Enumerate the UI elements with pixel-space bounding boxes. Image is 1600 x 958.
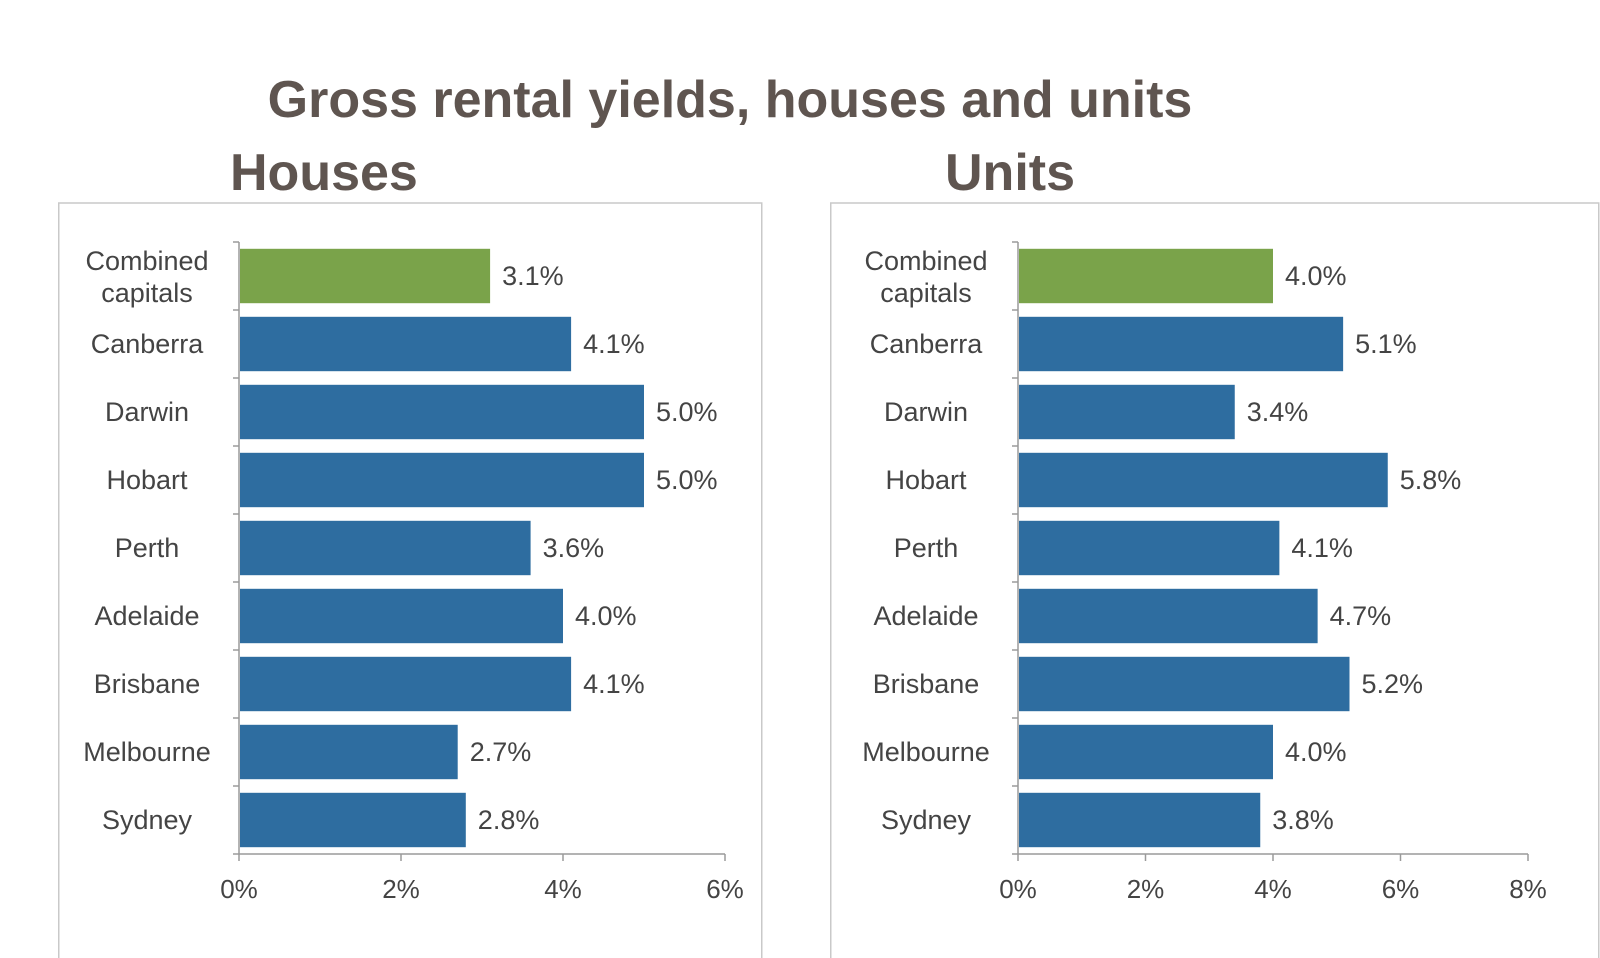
units-category-label: Melbourne (862, 737, 990, 767)
units-category-label: Sydney (881, 805, 972, 835)
chart-main-title: Gross rental yields, houses and units (267, 71, 1193, 129)
houses-data-label: 2.7% (470, 737, 532, 767)
units-bar (1019, 452, 1388, 508)
houses-data-label: 4.0% (575, 601, 637, 631)
houses-bar (240, 724, 458, 780)
units-category-label: Perth (894, 533, 959, 563)
houses-bar (240, 384, 644, 440)
units-bar (1019, 792, 1261, 848)
units-x-tick-label: 8% (1509, 874, 1547, 904)
houses-category-label: Combined capitals (85, 246, 208, 308)
units-x-tick-label: 6% (1382, 874, 1420, 904)
units-bar (1019, 588, 1318, 644)
houses-bar (240, 656, 572, 712)
houses-bar (240, 520, 531, 576)
units-data-label: 4.7% (1330, 601, 1392, 631)
houses-plot-frame (58, 202, 763, 958)
houses-x-tick-label: 0% (220, 874, 258, 904)
units-bar (1019, 248, 1273, 304)
units-category-label: Canberra (870, 329, 984, 359)
units-category-label: Adelaide (873, 601, 978, 631)
units-data-label: 5.2% (1362, 669, 1424, 699)
units-bar-chart: 0% 2% 4% 6% 8% 4.0% Combined capitals 5.1% Canber… (830, 202, 1600, 958)
units-bar (1019, 520, 1280, 576)
units-x-tick-label: 2% (1127, 874, 1165, 904)
units-category-label: Darwin (884, 397, 968, 427)
units-category-label: Hobart (885, 465, 967, 495)
houses-category-label: Canberra (91, 329, 205, 359)
houses-data-label: 4.1% (583, 329, 645, 359)
houses-category-label: Sydney (102, 805, 193, 835)
houses-x-tick-label: 2% (382, 874, 420, 904)
units-data-label: 4.1% (1291, 533, 1353, 563)
houses-category-label: Hobart (106, 465, 188, 495)
houses-category-label: Adelaide (94, 601, 199, 631)
units-panel-title: Units (945, 144, 1075, 202)
units-plot-frame (830, 202, 1600, 958)
units-data-label: 5.1% (1355, 329, 1417, 359)
houses-panel-title: Houses (230, 144, 418, 202)
units-data-label: 4.0% (1285, 737, 1347, 767)
units-x-tick-label: 4% (1254, 874, 1292, 904)
units-data-label: 3.8% (1272, 805, 1334, 835)
units-data-label: 4.0% (1285, 261, 1347, 291)
houses-bar (240, 452, 644, 508)
houses-bar-chart: 0% 2% 4% 6% 3.1% Combined capitals 4.1% Canberra… (58, 202, 763, 958)
houses-category-label: Melbourne (83, 737, 211, 767)
houses-bar (240, 792, 466, 848)
houses-bar (240, 316, 572, 372)
houses-x-tick-label: 6% (706, 874, 744, 904)
houses-data-label: 5.0% (656, 397, 718, 427)
units-bar (1019, 724, 1273, 780)
houses-data-label: 5.0% (656, 465, 718, 495)
houses-data-label: 3.6% (543, 533, 605, 563)
houses-data-label: 4.1% (583, 669, 645, 699)
units-bar (1019, 384, 1235, 440)
units-data-label: 5.8% (1400, 465, 1462, 495)
units-bar (1019, 316, 1344, 372)
units-bar (1019, 656, 1350, 712)
houses-category-label: Darwin (105, 397, 189, 427)
houses-bar (240, 588, 563, 644)
houses-data-label: 3.1% (502, 261, 564, 291)
units-category-label: Brisbane (873, 669, 980, 699)
units-category-label: Combined capitals (864, 246, 987, 308)
houses-category-label: Perth (115, 533, 180, 563)
units-data-label: 3.4% (1247, 397, 1309, 427)
houses-x-tick-label: 4% (544, 874, 582, 904)
houses-data-label: 2.8% (478, 805, 540, 835)
units-x-tick-label: 0% (999, 874, 1037, 904)
houses-category-label: Brisbane (94, 669, 201, 699)
houses-bar (240, 248, 491, 304)
